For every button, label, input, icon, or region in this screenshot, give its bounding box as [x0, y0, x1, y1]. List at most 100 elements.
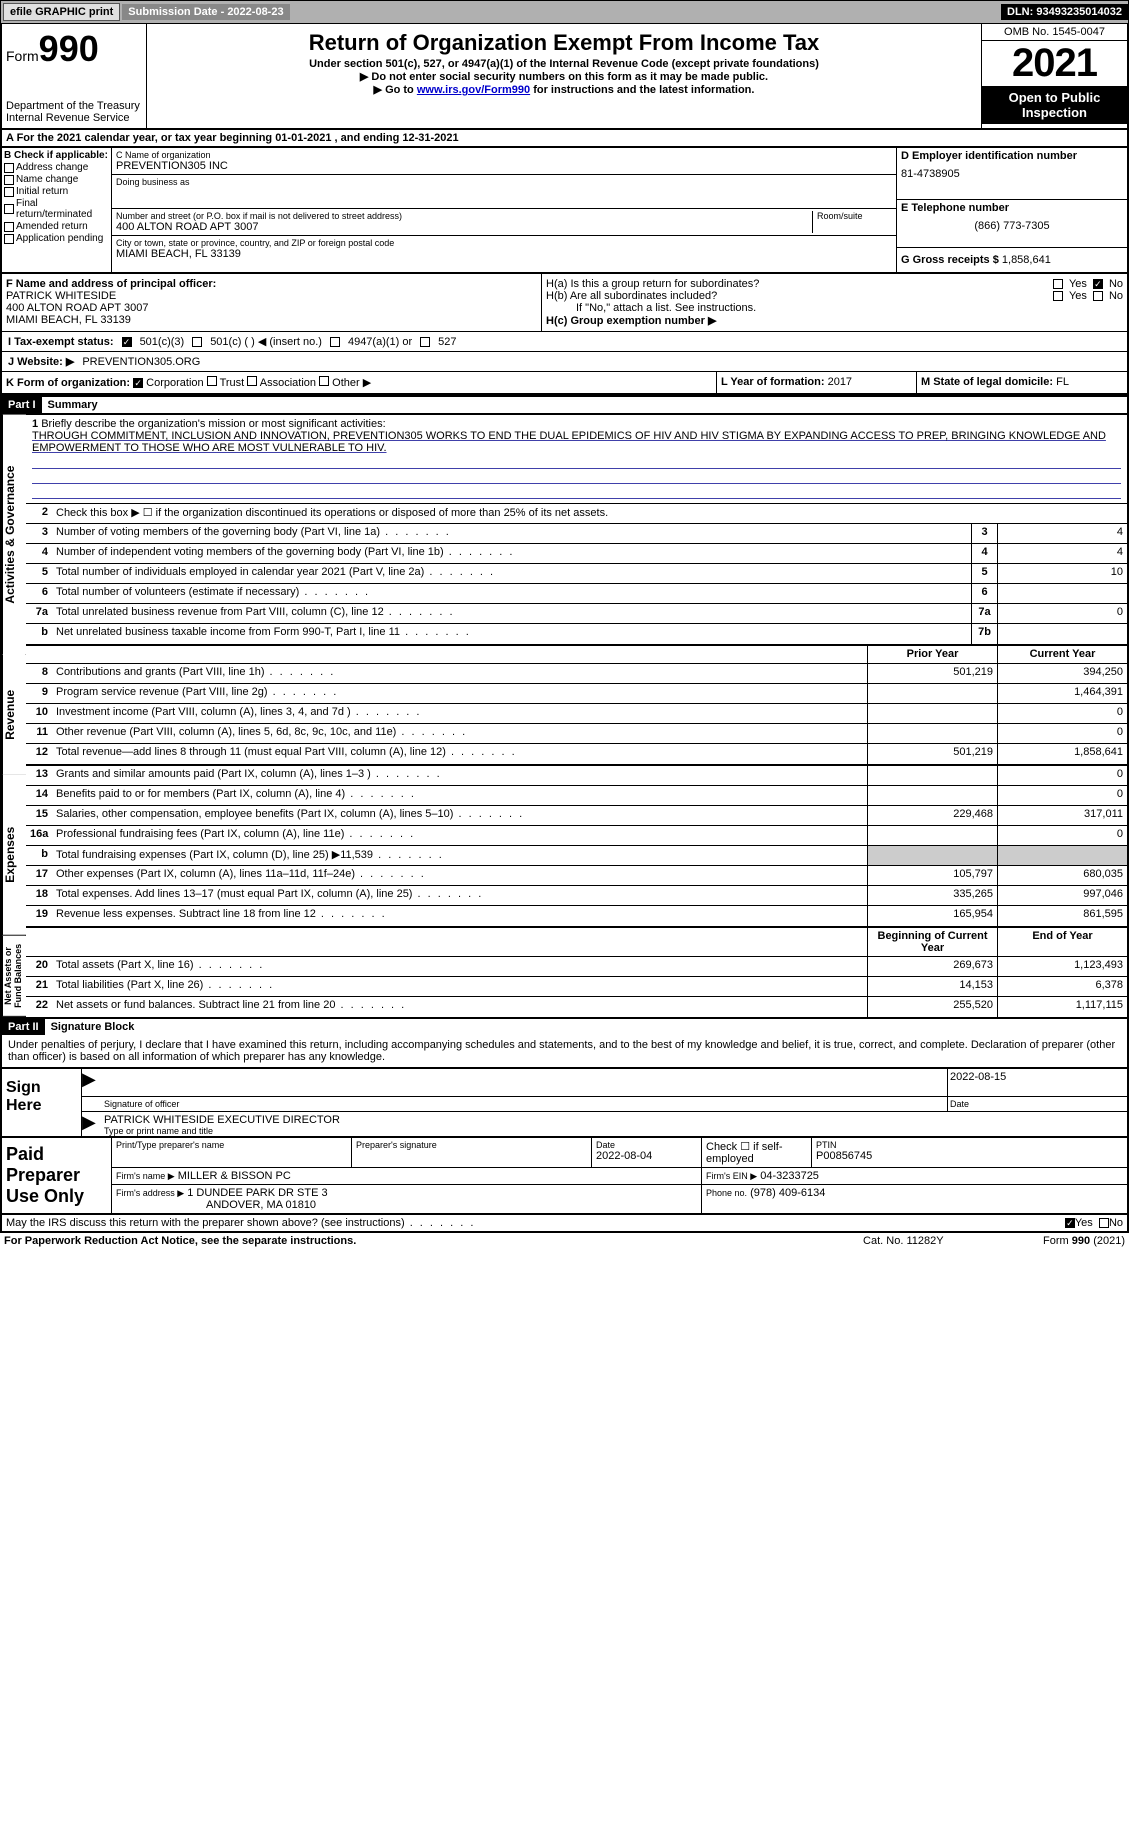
label-org-name: C Name of organization: [116, 150, 892, 160]
subtitle-3: ▶ Go to www.irs.gov/Form990 for instruct…: [151, 83, 977, 96]
penalty-text: Under penalties of perjury, I declare th…: [0, 1035, 1129, 1069]
top-toolbar: efile GRAPHIC print Submission Date - 20…: [0, 0, 1129, 24]
firm-addr2: ANDOVER, MA 01810: [116, 1199, 316, 1211]
line-1-mission: 1 Briefly describe the organization's mi…: [26, 415, 1127, 504]
prep-date: 2022-08-04: [596, 1150, 652, 1162]
page-footer: For Paperwork Reduction Act Notice, see …: [0, 1233, 1129, 1249]
form-number: 990: [39, 28, 99, 69]
vtab-expenses: Expenses: [2, 775, 26, 936]
checkbox-501c[interactable]: [192, 337, 202, 347]
expense-line: bTotal fundraising expenses (Part IX, co…: [26, 846, 1127, 866]
label-form-org: K Form of organization:: [6, 377, 130, 389]
label-sig-officer: Signature of officer: [102, 1097, 947, 1111]
label-tax-exempt: I Tax-exempt status:: [8, 336, 114, 348]
checkbox-hb-no[interactable]: [1093, 291, 1103, 301]
revenue-line: 12Total revenue—add lines 8 through 11 (…: [26, 744, 1127, 764]
check-self-employed[interactable]: Check ☐ if self-employed: [702, 1138, 812, 1167]
checkbox-amended[interactable]: [4, 222, 14, 232]
sign-here-label: Sign Here: [2, 1069, 82, 1136]
year-formation: 2017: [828, 376, 852, 388]
dept-treasury: Department of the Treasury: [6, 100, 142, 112]
part1-num: Part I: [2, 397, 42, 413]
label-phone: E Telephone number: [901, 202, 1123, 214]
revenue-line: 9Program service revenue (Part VIII, lin…: [26, 684, 1127, 704]
checkbox-corp[interactable]: ✓: [133, 378, 143, 388]
tax-exempt-row: I Tax-exempt status: ✓501(c)(3) 501(c) (…: [0, 332, 1129, 352]
net-assets-line: 21Total liabilities (Part X, line 26)14,…: [26, 977, 1127, 997]
label-type-name: Type or print name and title: [104, 1126, 1125, 1136]
part2-title: Signature Block: [45, 1019, 141, 1035]
checkbox-address-change[interactable]: [4, 163, 14, 173]
expense-line: 13Grants and similar amounts paid (Part …: [26, 766, 1127, 786]
label-date: Date: [947, 1097, 1127, 1111]
website-row: J Website: ▶ PREVENTION305.ORG: [0, 352, 1129, 372]
entity-info-grid: B Check if applicable: Address change Na…: [0, 148, 1129, 274]
summary-line: 7aTotal unrelated business revenue from …: [26, 604, 1127, 624]
checkbox-final-return[interactable]: [4, 204, 14, 214]
vtab-activities: Activities & Governance: [2, 415, 26, 655]
omb-number: OMB No. 1545-0047: [982, 24, 1127, 41]
summary-table: Activities & Governance Revenue Expenses…: [0, 413, 1129, 1019]
subtitle-1: Under section 501(c), 527, or 4947(a)(1)…: [151, 58, 977, 70]
officer-name: PATRICK WHITESIDE: [6, 290, 537, 302]
checkbox-app-pending[interactable]: [4, 234, 14, 244]
checkbox-501c3[interactable]: ✓: [122, 337, 132, 347]
checkbox-other[interactable]: [319, 376, 329, 386]
label-website: J Website: ▶: [8, 355, 74, 368]
tax-year: 2021: [982, 41, 1127, 86]
form-title: Return of Organization Exempt From Incom…: [151, 30, 977, 56]
checkbox-hb-yes[interactable]: [1053, 291, 1063, 301]
revenue-line: 10Investment income (Part VIII, column (…: [26, 704, 1127, 724]
summary-line: 3Number of voting members of the governi…: [26, 524, 1127, 544]
col-b-header: B Check if applicable:: [4, 150, 109, 161]
arrow-icon: ▶: [82, 1069, 102, 1096]
expense-line: 15Salaries, other compensation, employee…: [26, 806, 1127, 826]
checkbox-discuss-yes[interactable]: ✓: [1065, 1218, 1075, 1228]
expense-line: 19Revenue less expenses. Subtract line 1…: [26, 906, 1127, 926]
mission-text: THROUGH COMMITMENT, INCLUSION AND INNOVA…: [32, 430, 1106, 454]
checkbox-trust[interactable]: [207, 376, 217, 386]
label-street: Number and street (or P.O. box if mail i…: [116, 211, 812, 221]
checkbox-name-change[interactable]: [4, 175, 14, 185]
firm-phone: (978) 409-6134: [750, 1187, 825, 1199]
ptin: P00856745: [816, 1150, 872, 1162]
part1-title: Summary: [42, 397, 104, 413]
irs-link[interactable]: www.irs.gov/Form990: [417, 84, 530, 96]
dln-label: DLN: 93493235014032: [1001, 4, 1128, 20]
checkbox-527[interactable]: [420, 337, 430, 347]
net-assets-line: 20Total assets (Part X, line 16)269,6731…: [26, 957, 1127, 977]
expense-line: 17Other expenses (Part IX, column (A), l…: [26, 866, 1127, 886]
ein-value: 81-4738905: [901, 162, 1123, 180]
part2-header: Part II Signature Block: [0, 1019, 1129, 1035]
part2-num: Part II: [2, 1019, 45, 1035]
discuss-row: May the IRS discuss this return with the…: [0, 1215, 1129, 1233]
checkbox-assoc[interactable]: [247, 376, 257, 386]
firm-addr1: 1 DUNDEE PARK DR STE 3: [187, 1187, 327, 1199]
city-state-zip: MIAMI BEACH, FL 33139: [116, 248, 892, 260]
label-city: City or town, state or province, country…: [116, 238, 892, 248]
checkbox-initial-return[interactable]: [4, 187, 14, 197]
firm-name: MILLER & BISSON PC: [178, 1170, 291, 1182]
efile-button[interactable]: efile GRAPHIC print: [3, 3, 120, 21]
checkbox-discuss-no[interactable]: [1099, 1218, 1109, 1228]
hb-note: If "No," attach a list. See instructions…: [546, 302, 1123, 314]
expense-line: 18Total expenses. Add lines 13–17 (must …: [26, 886, 1127, 906]
revenue-line: 11Other revenue (Part VIII, column (A), …: [26, 724, 1127, 744]
summary-line: 4Number of independent voting members of…: [26, 544, 1127, 564]
checkbox-4947[interactable]: [330, 337, 340, 347]
checkbox-ha-yes[interactable]: [1053, 279, 1063, 289]
checkbox-ha-no[interactable]: ✓: [1093, 279, 1103, 289]
officer-addr1: 400 ALTON ROAD APT 3007: [6, 302, 537, 314]
hdr-current-year: Current Year: [997, 646, 1127, 663]
label-gross-receipts: G Gross receipts $: [901, 254, 999, 266]
website-value: PREVENTION305.ORG: [82, 356, 200, 368]
expense-line: 16aProfessional fundraising fees (Part I…: [26, 826, 1127, 846]
irs-label: Internal Revenue Service: [6, 112, 142, 124]
summary-line: bNet unrelated business taxable income f…: [26, 624, 1127, 644]
paid-preparer-label: Paid Preparer Use Only: [2, 1138, 112, 1213]
form-header: Form990 Department of the Treasury Inter…: [0, 24, 1129, 130]
state-domicile: FL: [1056, 376, 1069, 388]
summary-line: 6Total number of volunteers (estimate if…: [26, 584, 1127, 604]
expense-line: 14Benefits paid to or for members (Part …: [26, 786, 1127, 806]
firm-ein: 04-3233725: [760, 1170, 819, 1182]
